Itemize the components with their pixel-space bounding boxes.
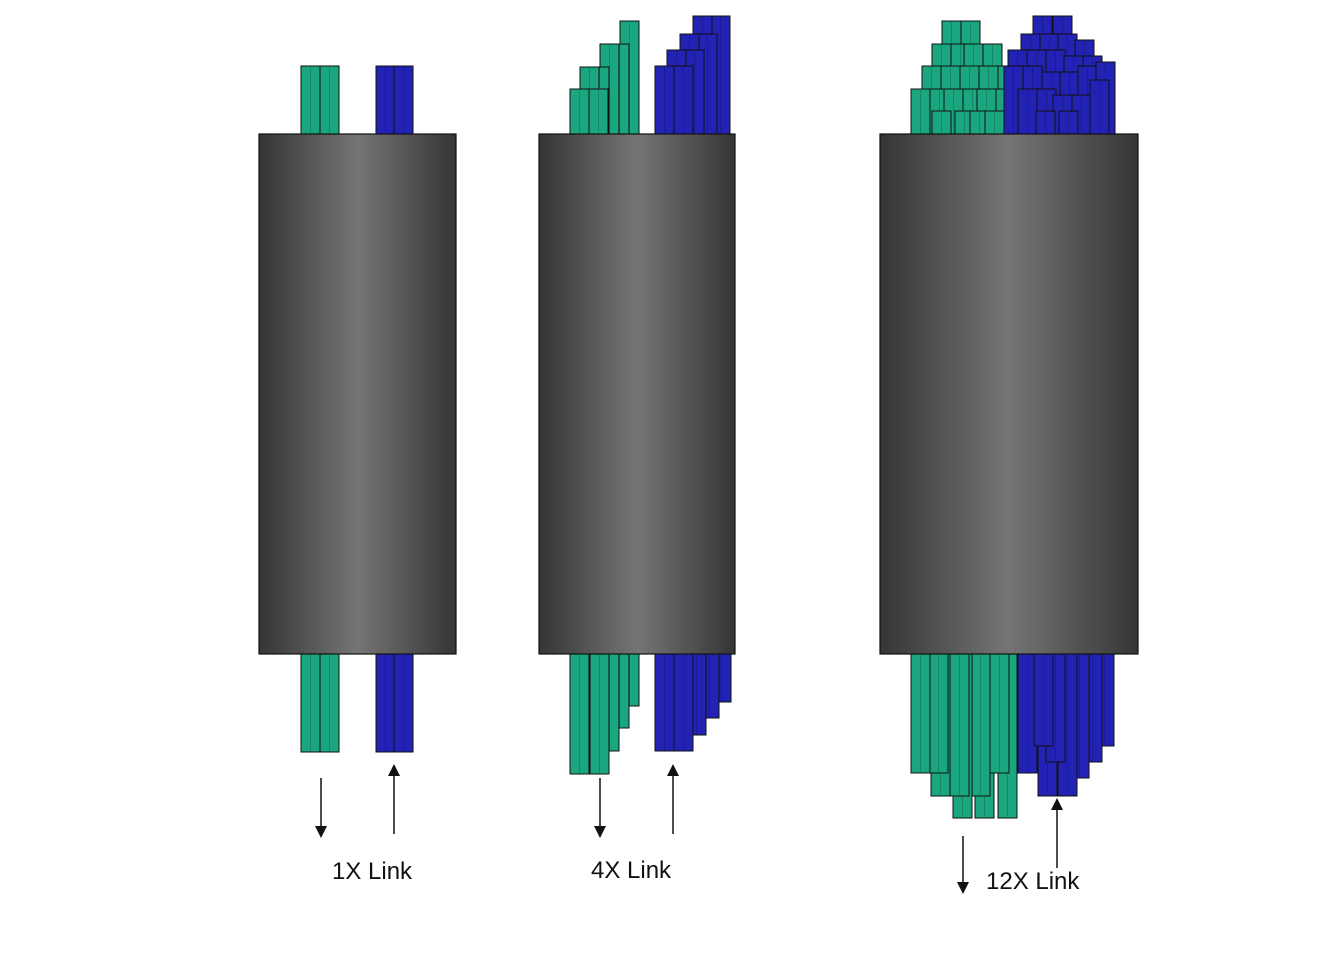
link-label-4x: 4X Link [591, 857, 672, 884]
link-label-12x: 12X Link [986, 868, 1080, 895]
cable-sleeve-4x [538, 133, 736, 655]
cable-sleeve-1x [258, 133, 457, 655]
cable-sleeve-12x [879, 133, 1139, 655]
link-label-1x: 1X Link [332, 858, 413, 885]
